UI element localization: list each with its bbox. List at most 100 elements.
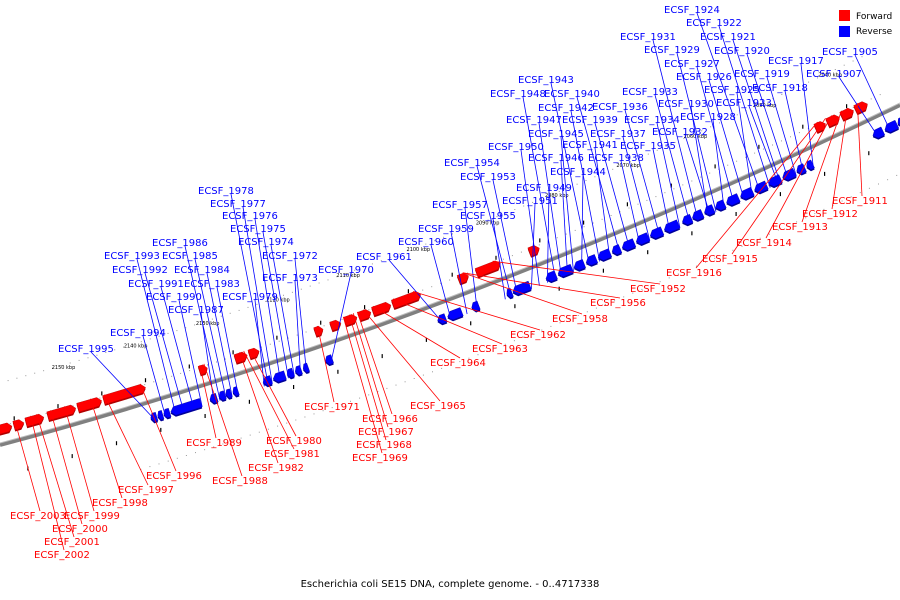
forward-gene[interactable] bbox=[233, 351, 248, 364]
reverse-gene-label[interactable]: ECSF_1932 bbox=[652, 127, 708, 138]
reverse-gene[interactable] bbox=[437, 313, 448, 325]
reverse-gene-label[interactable]: ECSF_1961 bbox=[356, 252, 412, 263]
reverse-gene[interactable] bbox=[573, 259, 586, 271]
forward-gene-label[interactable]: ECSF_1996 bbox=[146, 471, 202, 482]
reverse-gene-label[interactable]: ECSF_1944 bbox=[550, 167, 606, 178]
reverse-gene[interactable] bbox=[621, 238, 637, 251]
forward-gene[interactable] bbox=[24, 413, 45, 427]
reverse-gene-label[interactable]: ECSF_1928 bbox=[680, 112, 736, 123]
reverse-gene-label[interactable]: ECSF_1946 bbox=[528, 153, 584, 164]
reverse-gene-label[interactable]: ECSF_1973 bbox=[262, 273, 318, 284]
reverse-gene[interactable] bbox=[324, 354, 334, 365]
reverse-gene-label[interactable]: ECSF_1977 bbox=[210, 199, 266, 210]
forward-gene[interactable] bbox=[527, 245, 540, 257]
forward-gene-label[interactable]: ECSF_1989 bbox=[186, 438, 242, 449]
forward-gene-label[interactable]: ECSF_1997 bbox=[118, 485, 174, 496]
reverse-gene-label[interactable]: ECSF_1907 bbox=[806, 69, 862, 80]
forward-gene-label[interactable]: ECSF_1980 bbox=[266, 436, 322, 447]
reverse-gene[interactable] bbox=[884, 119, 900, 133]
forward-gene-label[interactable]: ECSF_1912 bbox=[802, 209, 858, 220]
reverse-gene-label[interactable]: ECSF_1975 bbox=[230, 224, 286, 235]
reverse-gene-label[interactable]: ECSF_1942 bbox=[538, 103, 594, 114]
reverse-gene-label[interactable]: ECSF_1938 bbox=[588, 153, 644, 164]
forward-gene-label[interactable]: ECSF_2002 bbox=[34, 550, 90, 561]
reverse-gene-label[interactable]: ECSF_1925 bbox=[704, 85, 760, 96]
reverse-gene-label[interactable]: ECSF_1917 bbox=[768, 56, 824, 67]
forward-gene-label[interactable]: ECSF_1988 bbox=[212, 476, 268, 487]
reverse-gene-label[interactable]: ECSF_1927 bbox=[664, 59, 720, 70]
reverse-gene-label[interactable]: ECSF_1923 bbox=[716, 98, 772, 109]
forward-gene-label[interactable]: ECSF_1966 bbox=[362, 414, 418, 425]
reverse-gene-label[interactable]: ECSF_1949 bbox=[516, 183, 572, 194]
reverse-gene-label[interactable]: ECSF_1918 bbox=[752, 83, 808, 94]
reverse-gene-label[interactable]: ECSF_1960 bbox=[398, 237, 454, 248]
reverse-gene-label[interactable]: ECSF_1943 bbox=[518, 75, 574, 86]
forward-gene-label[interactable]: ECSF_1916 bbox=[666, 268, 722, 279]
reverse-gene-label[interactable]: ECSF_1951 bbox=[502, 196, 558, 207]
forward-gene[interactable] bbox=[456, 272, 469, 285]
reverse-gene[interactable] bbox=[692, 209, 705, 221]
reverse-gene-label[interactable]: ECSF_1948 bbox=[490, 89, 546, 100]
reverse-gene-label[interactable]: ECSF_1993 bbox=[104, 251, 160, 262]
reverse-gene-label[interactable]: ECSF_1945 bbox=[528, 129, 584, 140]
reverse-gene[interactable] bbox=[170, 398, 203, 416]
forward-gene-label[interactable]: ECSF_1911 bbox=[832, 196, 888, 207]
forward-gene-label[interactable]: ECSF_1969 bbox=[352, 453, 408, 464]
reverse-gene-label[interactable]: ECSF_1935 bbox=[620, 141, 676, 152]
reverse-gene-label[interactable]: ECSF_1957 bbox=[432, 200, 488, 211]
reverse-gene-label[interactable]: ECSF_1937 bbox=[590, 129, 646, 140]
reverse-gene-label[interactable]: ECSF_1939 bbox=[562, 115, 618, 126]
reverse-gene-label[interactable]: ECSF_1983 bbox=[184, 279, 240, 290]
reverse-gene-label[interactable]: ECSF_1990 bbox=[146, 292, 202, 303]
forward-gene[interactable] bbox=[102, 384, 146, 405]
reverse-gene-label[interactable]: ECSF_1905 bbox=[822, 47, 878, 58]
reverse-gene[interactable] bbox=[218, 390, 227, 401]
reverse-gene-label[interactable]: ECSF_1991 bbox=[128, 279, 184, 290]
reverse-gene[interactable] bbox=[715, 199, 727, 211]
forward-gene-label[interactable]: ECSF_2003 bbox=[10, 511, 66, 522]
reverse-gene-label[interactable]: ECSF_1986 bbox=[152, 238, 208, 249]
reverse-gene[interactable] bbox=[286, 367, 295, 379]
forward-gene-label[interactable]: ECSF_1915 bbox=[702, 254, 758, 265]
reverse-gene-label[interactable]: ECSF_1979 bbox=[222, 292, 278, 303]
reverse-gene-label[interactable]: ECSF_1934 bbox=[624, 115, 680, 126]
reverse-gene-label[interactable]: ECSF_1978 bbox=[198, 186, 254, 197]
reverse-gene-label[interactable]: ECSF_1974 bbox=[238, 237, 294, 248]
reverse-gene[interactable] bbox=[726, 193, 741, 206]
reverse-gene-label[interactable]: ECSF_1922 bbox=[686, 18, 742, 29]
forward-gene-label[interactable]: ECSF_1962 bbox=[510, 330, 566, 341]
forward-gene-label[interactable]: ECSF_1999 bbox=[64, 511, 120, 522]
reverse-gene-label[interactable]: ECSF_1950 bbox=[488, 142, 544, 153]
forward-gene[interactable] bbox=[329, 319, 342, 331]
forward-gene[interactable] bbox=[371, 301, 392, 317]
forward-gene-label[interactable]: ECSF_1981 bbox=[264, 449, 320, 460]
forward-gene[interactable] bbox=[0, 422, 13, 435]
reverse-gene-label[interactable]: ECSF_1984 bbox=[174, 265, 230, 276]
reverse-gene-label[interactable]: ECSF_1955 bbox=[460, 211, 516, 222]
reverse-gene-label[interactable]: ECSF_1941 bbox=[562, 140, 618, 151]
forward-gene-label[interactable]: ECSF_1971 bbox=[304, 402, 360, 413]
reverse-gene-label[interactable]: ECSF_1929 bbox=[644, 45, 700, 56]
forward-gene-label[interactable]: ECSF_1958 bbox=[552, 314, 608, 325]
reverse-gene-label[interactable]: ECSF_1940 bbox=[544, 89, 600, 100]
forward-gene[interactable] bbox=[474, 260, 501, 278]
reverse-gene-label[interactable]: ECSF_1994 bbox=[110, 328, 166, 339]
reverse-gene[interactable] bbox=[557, 263, 574, 277]
forward-gene-label[interactable]: ECSF_1952 bbox=[630, 284, 686, 295]
reverse-gene-label[interactable]: ECSF_1919 bbox=[734, 69, 790, 80]
reverse-gene-label[interactable]: ECSF_1920 bbox=[714, 46, 770, 57]
reverse-gene-label[interactable]: ECSF_1953 bbox=[460, 172, 516, 183]
forward-gene[interactable] bbox=[825, 114, 840, 128]
reverse-gene-label[interactable]: ECSF_1933 bbox=[622, 87, 678, 98]
forward-gene[interactable] bbox=[343, 314, 358, 327]
reverse-gene-label[interactable]: ECSF_1992 bbox=[112, 265, 168, 276]
forward-gene-label[interactable]: ECSF_1982 bbox=[248, 463, 304, 474]
reverse-gene-label[interactable]: ECSF_1970 bbox=[318, 265, 374, 276]
reverse-gene-label[interactable]: ECSF_1936 bbox=[592, 102, 648, 113]
reverse-gene-label[interactable]: ECSF_1947 bbox=[506, 115, 562, 126]
reverse-gene[interactable] bbox=[649, 226, 665, 239]
forward-gene-label[interactable]: ECSF_2001 bbox=[44, 537, 100, 548]
reverse-gene-label[interactable]: ECSF_1930 bbox=[658, 99, 714, 110]
reverse-gene[interactable] bbox=[897, 117, 900, 127]
forward-gene-label[interactable]: ECSF_1998 bbox=[92, 498, 148, 509]
